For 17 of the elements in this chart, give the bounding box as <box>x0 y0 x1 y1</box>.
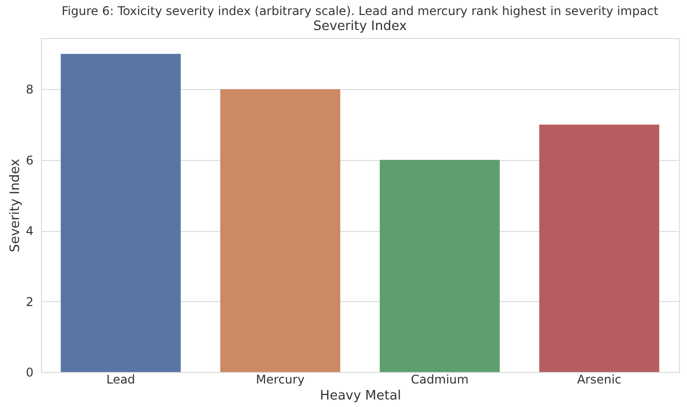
x-tick-label: Cadmium <box>410 372 469 386</box>
chart-subtitle: Severity Index <box>313 19 408 34</box>
chart-title: Figure 6: Toxicity severity index (arbitrary scale). Lead and mercury rank highest in severity impact <box>62 4 659 18</box>
y-tick-label: 4 <box>26 224 34 238</box>
x-tick-label: Lead <box>106 372 136 386</box>
y-tick-label: 2 <box>26 294 34 309</box>
y-tick-label: 0 <box>26 366 34 380</box>
x-tick-label: Arsenic <box>577 372 622 386</box>
x-tick-label: Mercury <box>256 372 305 386</box>
bar <box>60 54 181 372</box>
x-axis-title: Heavy Metal <box>320 388 402 404</box>
bar <box>539 124 660 372</box>
y-axis-title: Severity Index <box>8 158 23 252</box>
bar <box>380 160 500 372</box>
bar <box>220 89 340 372</box>
y-tick-label: 6 <box>26 153 34 168</box>
y-tick-label: 8 <box>26 82 34 97</box>
